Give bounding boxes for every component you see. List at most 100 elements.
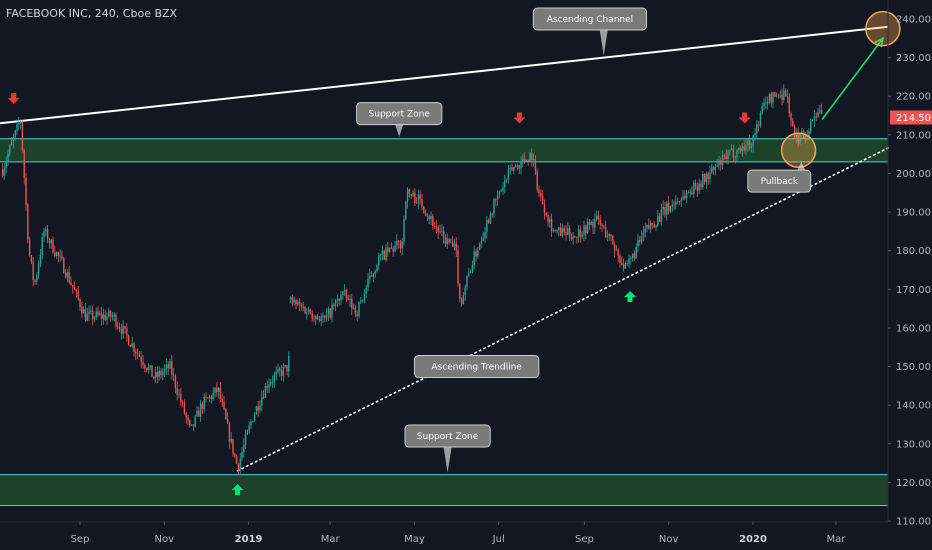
- candle-body: [673, 204, 675, 206]
- candle-body: [718, 160, 720, 166]
- candle-body: [592, 221, 594, 228]
- candle-body: [300, 304, 303, 307]
- candle-body: [765, 102, 767, 104]
- y-tick-label: 120.00: [896, 478, 931, 489]
- candle-body: [136, 353, 139, 355]
- candle-body: [761, 106, 763, 113]
- candle-body: [444, 237, 447, 244]
- candle-body: [363, 293, 366, 300]
- candle-body: [729, 150, 731, 151]
- candle-body: [424, 213, 427, 216]
- candle-body: [426, 215, 429, 217]
- ascending-trendline: [236, 145, 892, 472]
- candle-body: [167, 364, 169, 369]
- candle-body: [703, 174, 706, 182]
- candle-body: [293, 300, 295, 303]
- candle-body: [207, 397, 209, 399]
- callout: Ascending Channel: [532, 7, 648, 56]
- candle-body: [770, 94, 772, 103]
- callout-box: [747, 169, 812, 193]
- candle-body: [79, 298, 81, 308]
- overlays-layer: Ascending Channel Support Zone Ascending T…: [7, 7, 901, 496]
- candle-body: [264, 386, 267, 398]
- callout-pointer: [599, 30, 608, 56]
- candle-body: [500, 190, 502, 192]
- candle-body: [307, 309, 310, 313]
- candle-body: [106, 316, 108, 321]
- candle-body: [579, 229, 582, 237]
- candle-body: [666, 202, 668, 215]
- candle-body: [804, 136, 807, 139]
- candle-body: [453, 243, 456, 247]
- candle-body: [142, 361, 144, 366]
- candle-body: [311, 313, 313, 319]
- candle-body: [171, 361, 173, 375]
- candle-body: [401, 241, 403, 249]
- candle-body: [448, 238, 450, 243]
- candle-body: [255, 406, 258, 415]
- candle-body: [691, 192, 693, 195]
- candle-body: [369, 275, 371, 280]
- candle-body: [376, 265, 378, 272]
- callout-box: [356, 102, 443, 126]
- candle-body: [5, 161, 7, 169]
- candle-body: [516, 164, 519, 167]
- candle-body: [226, 418, 229, 424]
- candle-body: [117, 326, 119, 328]
- callout-label: Pullback: [761, 177, 799, 187]
- candle-body: [124, 326, 126, 329]
- candle-body: [682, 196, 684, 200]
- x-tick-label: 2020: [739, 534, 767, 545]
- x-tick-label: 2019: [235, 534, 263, 545]
- y-tick-label: 190.00: [896, 208, 931, 219]
- candle-body: [298, 301, 301, 305]
- candle-body: [295, 300, 297, 305]
- candle-body: [687, 192, 690, 194]
- candle-body: [253, 414, 256, 422]
- candle-body: [621, 263, 623, 265]
- candle-body: [714, 166, 717, 171]
- candle-body: [95, 311, 97, 318]
- candle-body: [669, 205, 672, 212]
- candle-body: [41, 237, 43, 256]
- candle-body: [334, 300, 337, 306]
- candle-body: [162, 371, 164, 376]
- arrow-down-icon: [513, 112, 526, 124]
- candle-body: [527, 159, 529, 162]
- candle-body: [214, 387, 216, 393]
- candle-body: [414, 192, 416, 203]
- candle-body: [707, 173, 709, 179]
- candle-body: [262, 397, 265, 399]
- candle-body: [343, 290, 346, 292]
- candle-body: [477, 250, 479, 257]
- candle-body: [361, 299, 364, 301]
- candle-body: [498, 191, 501, 196]
- candle-body: [99, 313, 101, 315]
- candle-body: [408, 189, 411, 195]
- candle-body: [239, 458, 241, 470]
- candle-body: [235, 456, 238, 464]
- candle-body: [678, 201, 681, 202]
- candle-body: [723, 155, 726, 156]
- candle-body: [156, 372, 159, 377]
- candle-body: [194, 415, 196, 427]
- candle-body: [419, 194, 421, 199]
- candle-body: [70, 282, 72, 285]
- candle-body: [795, 132, 798, 138]
- y-tick-label: 160.00: [896, 323, 931, 334]
- candle-body: [81, 307, 83, 314]
- candle-body: [597, 215, 600, 220]
- candle-body: [522, 158, 524, 162]
- candle-body: [50, 239, 52, 244]
- candle-body: [432, 215, 434, 227]
- candle-body: [351, 299, 353, 309]
- candle-body: [360, 300, 362, 302]
- candle-body: [127, 335, 130, 346]
- candle-body: [333, 304, 335, 306]
- candle-body: [642, 232, 645, 237]
- candle-body: [55, 252, 58, 256]
- candle-body: [529, 153, 531, 162]
- candle-body: [86, 314, 88, 321]
